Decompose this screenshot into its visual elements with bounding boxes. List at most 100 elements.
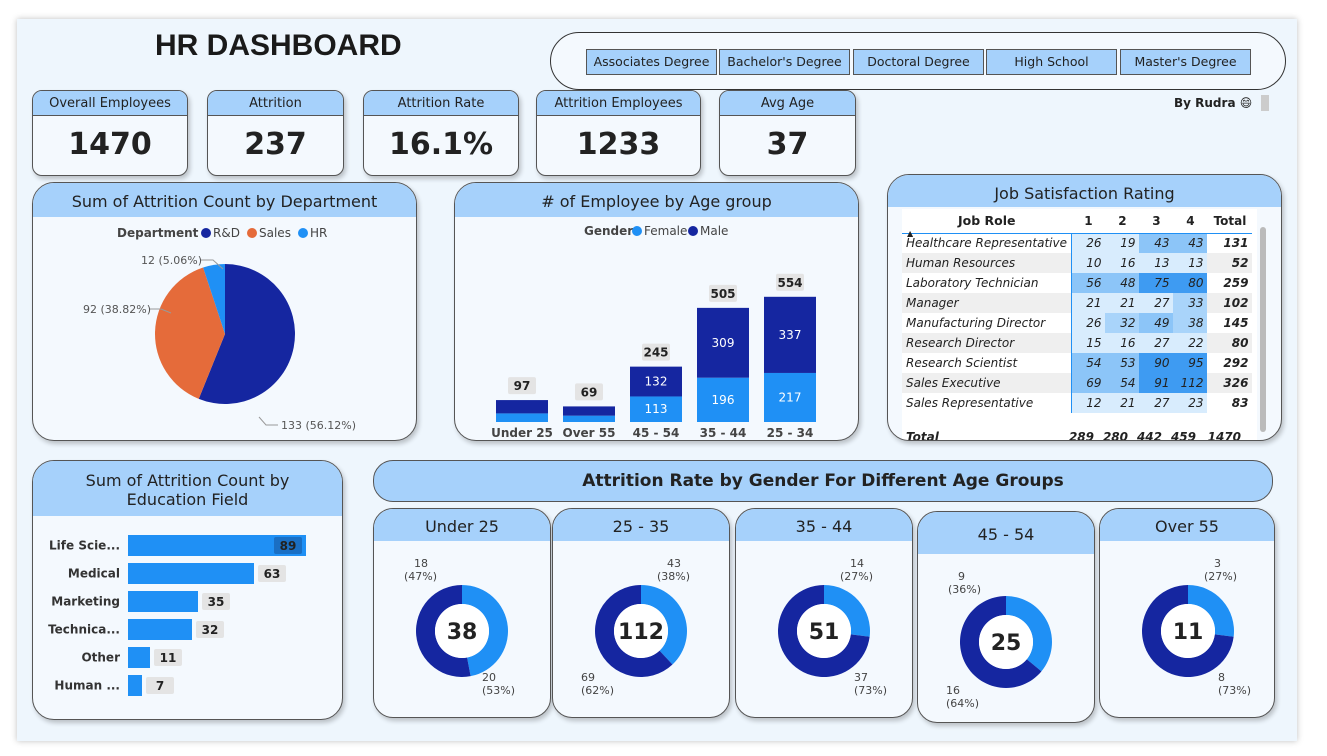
edu-bar[interactable] xyxy=(128,675,142,696)
bar-male[interactable] xyxy=(496,400,548,414)
value-cell: 21 xyxy=(1105,393,1140,413)
bar-female[interactable] xyxy=(563,415,615,422)
slicer-associates-degree[interactable]: Associates Degree xyxy=(586,49,717,75)
donut-card-1: Under 25 38 18 (47%) 20 (53%) xyxy=(373,508,551,718)
department-pie-card: Sum of Attrition Count by Department Dep… xyxy=(32,182,417,441)
total-label: 69 xyxy=(581,385,598,399)
sort-arrow-icon[interactable]: ▲ xyxy=(907,229,914,238)
kpi-attrition-rate: Attrition Rate 16.1% xyxy=(363,90,519,176)
pie-slices xyxy=(155,264,296,404)
table-row[interactable]: Research Scientist 54 53 90 95 292 xyxy=(902,353,1253,373)
y-tick-label: Human ... xyxy=(54,679,120,693)
pie-slice-hr[interactable] xyxy=(203,264,225,334)
pie-slice-rd[interactable] xyxy=(198,264,296,404)
donut-hole xyxy=(1161,604,1215,658)
donut-card-title: 35 - 44 xyxy=(736,509,912,541)
data-label: 63 xyxy=(264,567,281,581)
value-cell: 43 xyxy=(1173,233,1208,253)
label-dark-pct: (64%) xyxy=(946,697,979,710)
slicer-doctoral-degree[interactable]: Doctoral Degree xyxy=(853,49,984,75)
kpi-attrition: Attrition 237 xyxy=(207,90,344,176)
donut-segment-dark[interactable] xyxy=(595,585,673,677)
table-row[interactable]: Manufacturing Director 26 32 49 38 145 xyxy=(902,313,1253,333)
donut-segment-dark[interactable] xyxy=(415,585,471,677)
data-label-bg xyxy=(146,677,174,694)
value-cell: 16 xyxy=(1105,333,1140,353)
y-tick-label: Other xyxy=(81,651,120,665)
edu-bars: Life Scie... 89 Medical 63 Marketing 35 Techni… xyxy=(48,535,306,696)
donut-segment-light[interactable] xyxy=(641,585,687,665)
bar-female[interactable] xyxy=(697,377,749,422)
bar-male[interactable] xyxy=(697,307,749,378)
edu-bar[interactable] xyxy=(128,563,254,584)
slicer-bachelors-degree[interactable]: Bachelor's Degree xyxy=(719,49,850,75)
label-light-value: 18 xyxy=(414,557,428,570)
donut-card-title: 45 - 54 xyxy=(918,512,1094,554)
donut-segment-light[interactable] xyxy=(1006,596,1052,672)
column-header[interactable]: 1 xyxy=(1084,213,1093,228)
donut-segment-dark[interactable] xyxy=(960,596,1042,688)
bar-male[interactable] xyxy=(630,366,682,397)
bar-male[interactable] xyxy=(563,406,615,416)
donut-card-5: Over 55 11 3 (27%) 8 (73%) xyxy=(1099,508,1275,718)
donut-hole xyxy=(435,604,489,658)
value-cell: 48 xyxy=(1105,273,1140,293)
table-row[interactable]: Healthcare Representative 26 19 43 43 131 xyxy=(902,233,1253,253)
kpi-overall-employees: Overall Employees 1470 xyxy=(32,90,188,176)
table-row[interactable]: Human Resources 10 16 13 13 52 xyxy=(902,253,1253,273)
slicer-high-school[interactable]: High School xyxy=(986,49,1117,75)
column-header[interactable]: 3 xyxy=(1152,213,1161,228)
slicer-masters-degree[interactable]: Master's Degree xyxy=(1120,49,1251,75)
value-cell: 112 xyxy=(1173,373,1208,393)
kpi-label: Attrition xyxy=(208,91,343,116)
kpi-avg-age: Avg Age 37 xyxy=(719,90,856,176)
value-cell: 43 xyxy=(1139,233,1174,253)
matrix-scrollbar[interactable] xyxy=(1260,227,1266,432)
pie-slice-sales[interactable] xyxy=(155,267,225,399)
legend-label-rd: R&D xyxy=(213,226,240,240)
donut-hole xyxy=(614,604,668,658)
value-cell: 16 xyxy=(1105,253,1140,273)
donut-segment-light[interactable] xyxy=(1188,585,1234,637)
label-light-pct: (47%) xyxy=(404,570,437,583)
edu-bar[interactable] xyxy=(128,535,306,556)
donut-segment-dark[interactable] xyxy=(778,585,870,677)
table-row[interactable]: Sales Representative 12 21 27 23 83 xyxy=(902,393,1253,413)
row-total-cell: 80 xyxy=(1207,333,1253,353)
column-header[interactable]: 4 xyxy=(1186,213,1195,228)
x-tick-label: Under 25 xyxy=(491,426,553,440)
bar-female[interactable] xyxy=(630,396,682,422)
edu-bar[interactable] xyxy=(128,619,192,640)
label-dark-pct: (73%) xyxy=(1218,684,1251,697)
y-tick-label: Marketing xyxy=(51,595,120,609)
bar-female[interactable] xyxy=(496,413,548,422)
table-row[interactable]: Sales Executive 69 54 91 112 326 xyxy=(902,373,1253,393)
page-title: HR DASHBOARD xyxy=(155,29,402,62)
donut-segment-light[interactable] xyxy=(824,585,870,637)
bar-female[interactable] xyxy=(764,372,816,422)
data-label: 7 xyxy=(156,679,164,693)
bar-male[interactable] xyxy=(764,296,816,373)
column-header[interactable]: 2 xyxy=(1118,213,1127,228)
label-dark-value: 37 xyxy=(854,671,868,684)
scrollbar-handle[interactable] xyxy=(1261,95,1269,111)
total-table: Total 289 280 442 459 1470 xyxy=(902,427,1245,441)
value-cell: 21 xyxy=(1071,293,1106,313)
donut-chart: 51 14(27%) 37(73%) xyxy=(778,557,887,697)
row-total-cell: 259 xyxy=(1207,273,1253,293)
legend-dot-rd xyxy=(201,228,211,238)
donut-segment-dark[interactable] xyxy=(1142,585,1234,677)
kpi-value: 1470 xyxy=(68,127,152,162)
edu-bar[interactable] xyxy=(128,647,150,668)
table-row[interactable]: Laboratory Technician 56 48 75 80 259 xyxy=(902,273,1253,293)
total-label: Total xyxy=(906,430,939,441)
column-header[interactable]: Job Role xyxy=(957,213,1016,229)
edu-bar[interactable] xyxy=(128,591,198,612)
donut-segment-light[interactable] xyxy=(462,585,508,677)
card-title: Sum of Attrition Count by Department xyxy=(33,183,416,217)
column-header[interactable]: Total xyxy=(1213,213,1247,228)
table-row[interactable]: Research Director 15 16 27 22 80 xyxy=(902,333,1253,353)
value-cell: 53 xyxy=(1105,353,1140,373)
table-row[interactable]: Manager 21 21 27 33 102 xyxy=(902,293,1253,313)
role-cell: Healthcare Representative xyxy=(902,233,1072,253)
